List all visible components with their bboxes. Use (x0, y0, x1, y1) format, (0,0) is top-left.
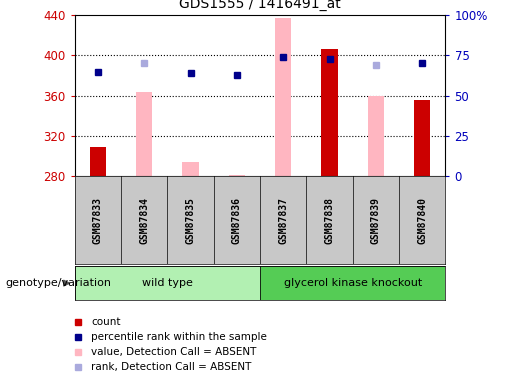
Text: GSM87836: GSM87836 (232, 197, 242, 244)
Bar (275, 18, 291, 176)
Bar (90, 147, 106, 176)
Bar (75, 266, 260, 300)
Bar (182, 173, 199, 176)
Text: wild type: wild type (142, 278, 193, 288)
Text: GSM87840: GSM87840 (417, 197, 427, 244)
Bar (414, 100, 431, 176)
Text: GSM87833: GSM87833 (93, 197, 103, 244)
Bar (182, 162, 199, 176)
Text: count: count (91, 317, 121, 327)
Text: GSM87839: GSM87839 (371, 197, 381, 244)
Text: percentile rank within the sample: percentile rank within the sample (91, 332, 267, 342)
Bar (229, 175, 245, 176)
Text: GSM87835: GSM87835 (185, 197, 196, 244)
Bar (368, 96, 384, 176)
Text: genotype/variation: genotype/variation (5, 278, 111, 288)
Text: GSM87838: GSM87838 (324, 197, 335, 244)
Bar (260, 266, 445, 300)
Bar (321, 49, 338, 176)
Text: rank, Detection Call = ABSENT: rank, Detection Call = ABSENT (91, 362, 252, 372)
Bar (136, 92, 152, 176)
Text: value, Detection Call = ABSENT: value, Detection Call = ABSENT (91, 347, 257, 357)
Text: glycerol kinase knockout: glycerol kinase knockout (284, 278, 422, 288)
Title: GDS1555 / 1416491_at: GDS1555 / 1416491_at (179, 0, 341, 11)
Text: GSM87834: GSM87834 (139, 197, 149, 244)
Text: GSM87837: GSM87837 (278, 197, 288, 244)
Bar (229, 175, 245, 176)
